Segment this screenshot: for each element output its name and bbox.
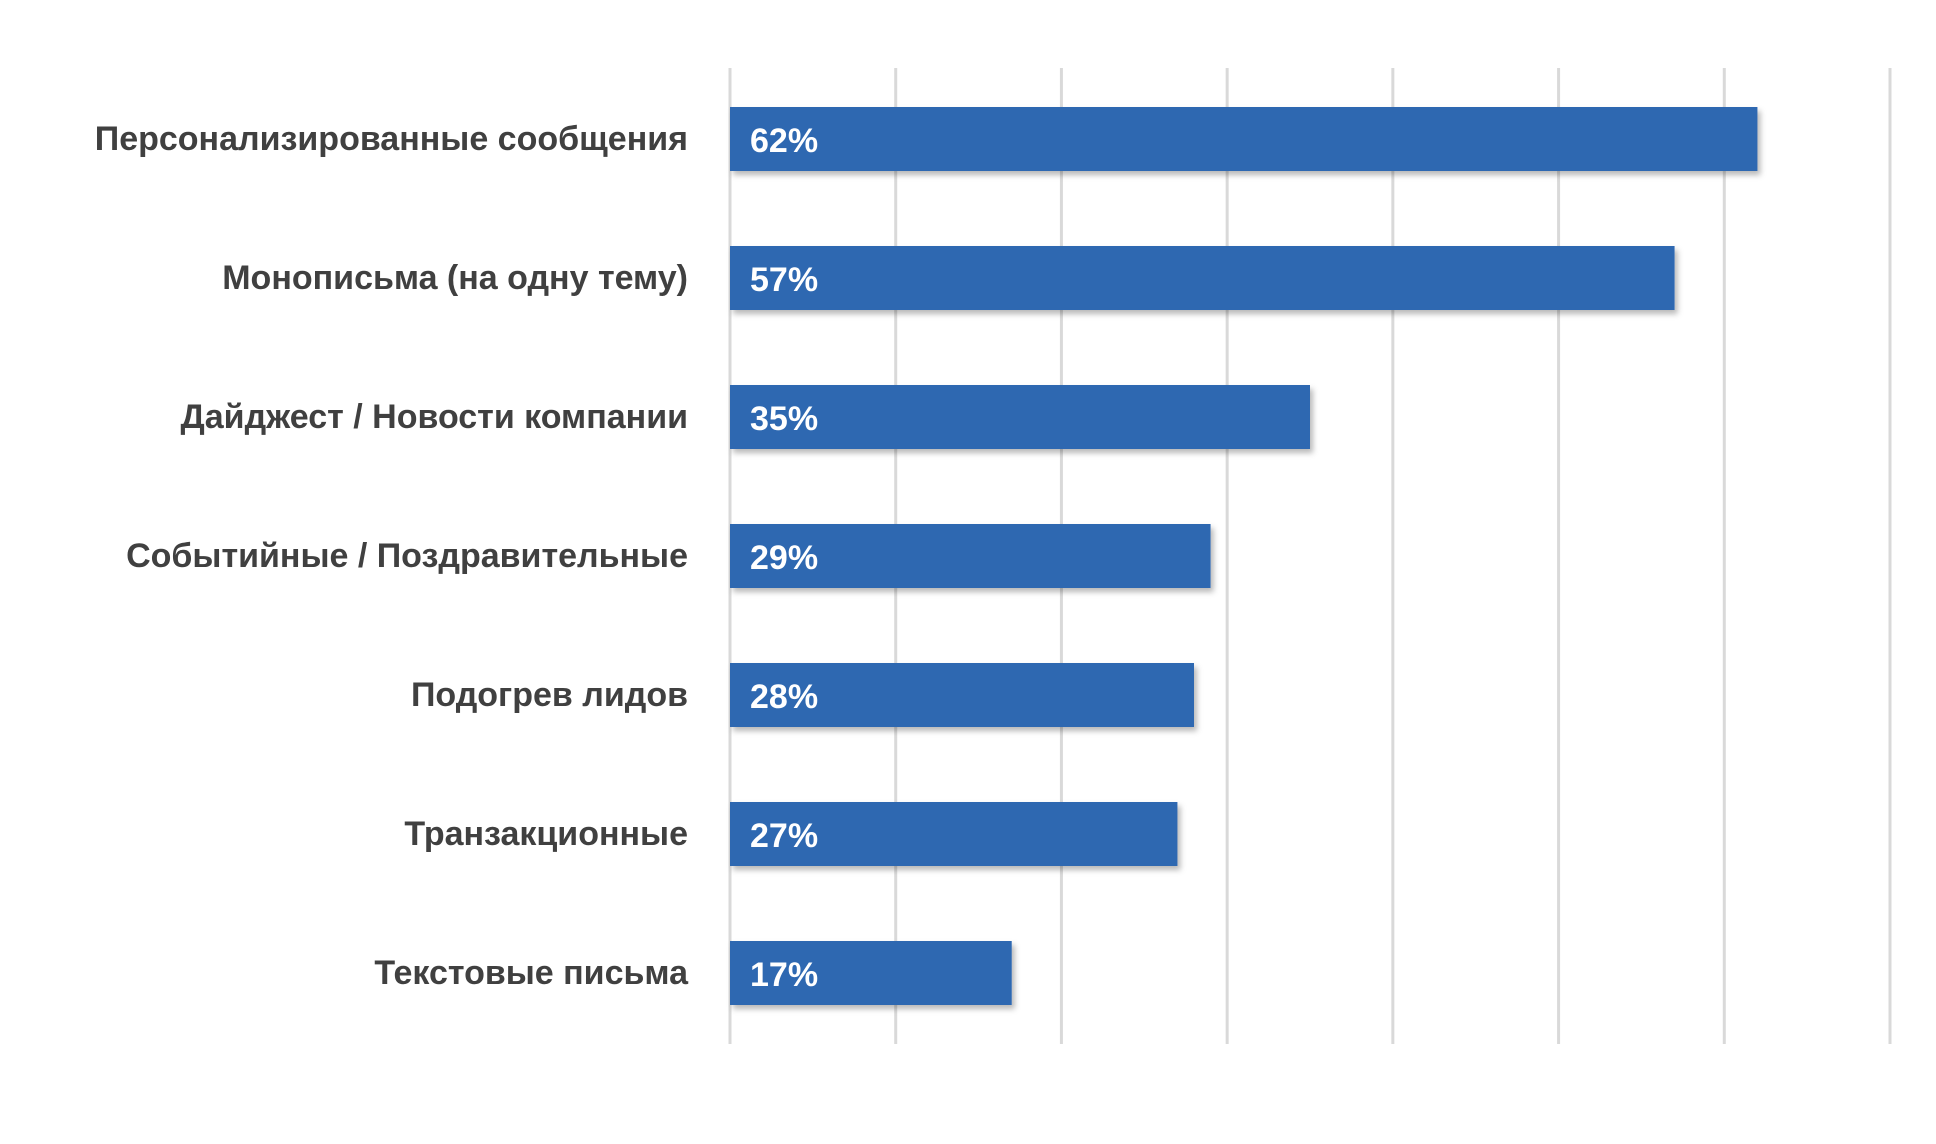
category-label: Транзакционные xyxy=(404,815,688,853)
category-label: Дайджест / Новости компании xyxy=(181,398,688,436)
value-label: 27% xyxy=(750,817,818,855)
bars xyxy=(730,107,1758,1005)
bar xyxy=(730,524,1211,588)
bar xyxy=(730,246,1675,310)
bar xyxy=(730,941,1012,1005)
bar xyxy=(730,663,1194,727)
category-label: Персонализированные сообщения xyxy=(95,120,688,158)
bar xyxy=(730,802,1178,866)
category-labels: Персонализированные сообщения Монописьма … xyxy=(95,120,689,992)
value-label: 29% xyxy=(750,539,818,577)
value-label: 35% xyxy=(750,400,818,438)
value-label: 57% xyxy=(750,261,818,299)
bar xyxy=(730,107,1758,171)
category-label: Событийные / Поздравительные xyxy=(126,537,688,575)
category-label: Монописьма (на одну тему) xyxy=(222,259,688,297)
bar xyxy=(730,385,1310,449)
value-label: 62% xyxy=(750,122,818,160)
value-label: 17% xyxy=(750,956,818,994)
category-label: Текстовые письма xyxy=(374,954,689,992)
value-labels: 62% 57% 35% 29% 28% 27% 17% xyxy=(750,122,818,994)
category-label: Подогрев лидов xyxy=(411,676,688,714)
value-label: 28% xyxy=(750,678,818,716)
